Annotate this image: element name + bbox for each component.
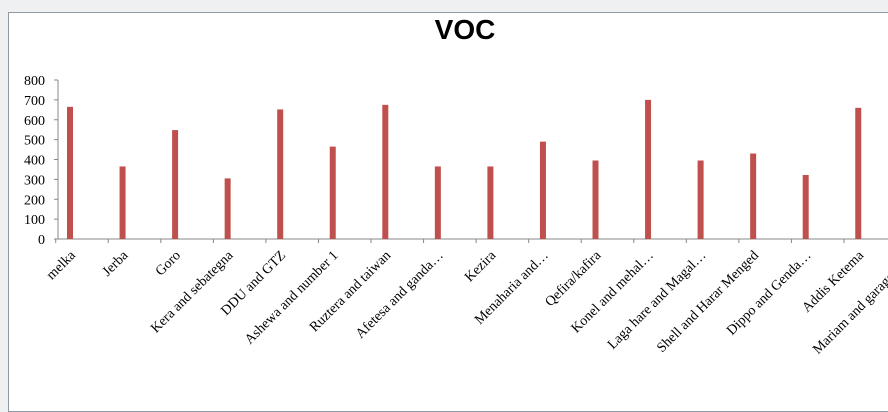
category-label: Laga hare and Magal… xyxy=(605,248,709,352)
y-tick-label: 800 xyxy=(24,74,45,89)
y-tick-label: 0 xyxy=(38,233,45,248)
bar-7 xyxy=(434,166,441,239)
bar-9 xyxy=(539,141,546,239)
y-tick-label: 700 xyxy=(24,94,45,109)
y-tick-label: 200 xyxy=(24,193,45,208)
bar-5 xyxy=(329,146,336,239)
bar-0 xyxy=(67,106,73,239)
bar-10 xyxy=(592,160,599,239)
voc-bar-chart: 0 100 200 300 400 500 600 700 800 melka Jerba Goro… xyxy=(24,74,888,358)
category-label: Ashewa and number 1 xyxy=(242,248,341,347)
bar-14 xyxy=(802,175,809,239)
category-label: Afetesa and ganda… xyxy=(353,248,447,342)
bar-2 xyxy=(172,130,179,239)
y-tick-label: 600 xyxy=(24,114,45,129)
y-tick-label: 300 xyxy=(24,173,45,188)
y-tick-label: 400 xyxy=(24,154,45,169)
x-axis-ticks xyxy=(55,239,845,243)
bar-3 xyxy=(224,178,231,239)
bar-1 xyxy=(119,166,126,239)
bar-15 xyxy=(855,107,862,239)
category-label: Goro xyxy=(153,248,184,279)
bars xyxy=(67,99,862,239)
y-axis-ticks: 0 100 200 300 400 500 600 700 800 xyxy=(24,74,58,248)
chart-frame xyxy=(8,12,888,412)
category-label: Shell and Harar Menged xyxy=(654,248,762,356)
category-label: Kezira xyxy=(462,248,500,286)
bar-13 xyxy=(750,153,757,239)
bar-11 xyxy=(645,99,652,239)
category-label: melka xyxy=(44,248,79,283)
y-tick-label: 100 xyxy=(24,213,45,228)
chart-title: VOC xyxy=(434,14,496,45)
category-label: Jerba xyxy=(100,248,132,280)
bar-4 xyxy=(277,109,284,239)
bar-8 xyxy=(487,166,494,239)
y-tick-label: 500 xyxy=(24,134,45,149)
bar-6 xyxy=(382,104,389,239)
bar-12 xyxy=(697,160,704,239)
